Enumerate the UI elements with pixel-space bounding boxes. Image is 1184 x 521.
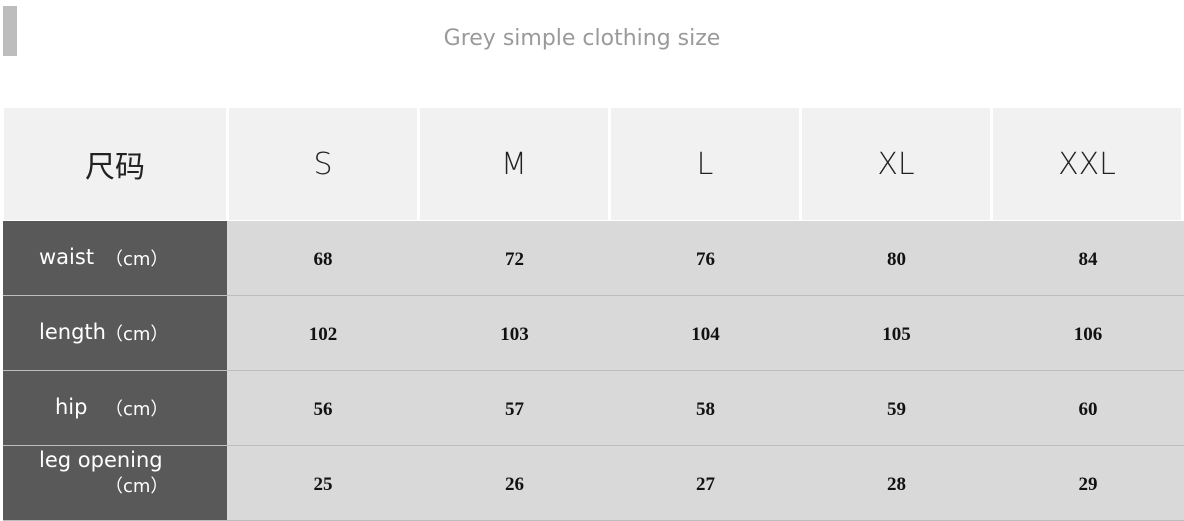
value-cell: 102 bbox=[227, 296, 419, 370]
value-cell: 26 bbox=[419, 446, 610, 520]
header-size-m: M bbox=[420, 108, 608, 220]
row-label-cell: leg opening （cm） bbox=[3, 446, 227, 520]
row-divider bbox=[3, 370, 1184, 371]
header-size-xxl: XXL bbox=[993, 108, 1181, 220]
value-cell: 104 bbox=[610, 296, 801, 370]
table-row: length （cm） 102 103 104 105 106 bbox=[0, 296, 1184, 370]
row-divider bbox=[3, 445, 1184, 446]
table-row: leg opening （cm） 25 26 27 28 29 bbox=[0, 446, 1184, 520]
row-divider bbox=[3, 295, 1184, 296]
header-size-s: S bbox=[229, 108, 417, 220]
row-unit: （cm） bbox=[105, 399, 169, 420]
value-cell: 84 bbox=[992, 221, 1184, 295]
value-cell: 59 bbox=[801, 371, 992, 445]
value-cell: 58 bbox=[610, 371, 801, 445]
value-cell: 25 bbox=[227, 446, 419, 520]
page-title: Grey simple clothing size bbox=[443, 26, 721, 51]
accent-bar bbox=[3, 6, 17, 56]
table-row: waist （cm） 68 72 76 80 84 bbox=[0, 221, 1184, 295]
value-cell: 29 bbox=[992, 446, 1184, 520]
header-size-xl: XL bbox=[802, 108, 990, 220]
row-label: length bbox=[39, 320, 106, 344]
row-label-cell: hip （cm） bbox=[3, 371, 227, 445]
header-corner: 尺码 bbox=[4, 108, 226, 220]
value-cell: 27 bbox=[610, 446, 801, 520]
value-cell: 56 bbox=[227, 371, 419, 445]
row-unit: （cm） bbox=[105, 249, 169, 270]
row-unit: （cm） bbox=[105, 324, 169, 345]
value-cell: 68 bbox=[227, 221, 419, 295]
value-cell: 76 bbox=[610, 221, 801, 295]
value-cell: 60 bbox=[992, 371, 1184, 445]
value-cell: 105 bbox=[801, 296, 992, 370]
value-cell: 106 bbox=[992, 296, 1184, 370]
value-cell: 80 bbox=[801, 221, 992, 295]
row-label-cell: waist （cm） bbox=[3, 221, 227, 295]
row-unit: （cm） bbox=[105, 476, 169, 497]
row-label-cell: length （cm） bbox=[3, 296, 227, 370]
header-size-l: L bbox=[611, 108, 799, 220]
row-label: leg opening bbox=[39, 448, 163, 472]
row-label: hip bbox=[55, 395, 88, 419]
value-cell: 103 bbox=[419, 296, 610, 370]
row-label: waist bbox=[39, 245, 95, 269]
value-cell: 57 bbox=[419, 371, 610, 445]
value-cell: 28 bbox=[801, 446, 992, 520]
table-row: hip （cm） 56 57 58 59 60 bbox=[0, 371, 1184, 445]
value-cell: 72 bbox=[419, 221, 610, 295]
